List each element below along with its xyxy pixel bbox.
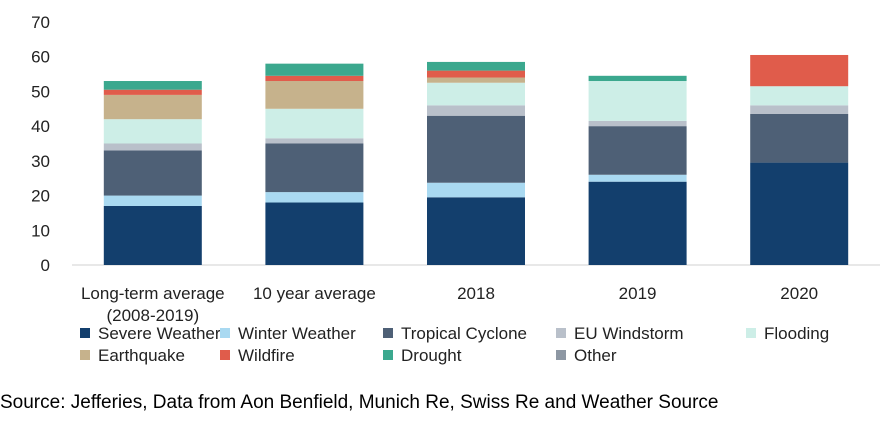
bar-segment-tropical-cyclone [265,143,364,193]
legend-swatch [80,350,90,360]
bar-segment-eu-windstorm [103,143,202,151]
legend-item-winter-weather: Winter Weather [220,324,356,344]
y-tick-label: 0 [41,256,50,275]
y-tick-label: 70 [31,13,50,32]
legend-item-flooding: Flooding [746,324,829,344]
legend-label: EU Windstorm [574,324,684,343]
legend-swatch [383,350,393,360]
x-category-label: 2020 [780,284,818,303]
legend-label: Severe Weather [98,324,221,343]
y-tick-label: 50 [31,82,50,101]
bar-segment-wildfire [427,70,525,78]
x-category-label: 10 year average [253,284,376,303]
bar-segment-tropical-cyclone [103,150,202,196]
legend-item-severe-weather: Severe Weather [80,324,221,344]
legend-label: Drought [401,346,462,365]
y-tick-label: 60 [31,48,50,67]
legend-swatch [220,328,230,338]
bar-segment-tropical-cyclone [750,113,849,163]
legend-swatch [80,328,90,338]
legend-swatch [220,350,230,360]
legend-swatch [383,328,393,338]
legend-label: Winter Weather [238,324,356,343]
x-category-label: 2019 [619,284,657,303]
legend-label: Other [574,346,617,365]
x-category-label: Long-term average (2008-2019) [81,284,225,325]
bar-segment-severe-weather [427,197,525,265]
legend-item-earthquake: Earthquake [80,346,185,366]
bar-segment-winter-weather [265,192,364,203]
bar-segment-winter-weather [427,182,525,198]
bar-segment-wildfire [103,89,202,95]
bar-segment-tropical-cyclone [427,115,525,183]
legend-item-drought: Drought [383,346,461,366]
legend-swatch [746,328,756,338]
legend-label: Tropical Cyclone [401,324,527,343]
legend-label: Earthquake [98,346,185,365]
bar-segment-flooding [427,82,525,106]
bar-segment-drought [427,61,525,71]
legend-item-eu-windstorm: EU Windstorm [556,324,684,344]
y-tick-label: 40 [31,117,50,136]
legend-label: Flooding [764,324,830,343]
bar-segment-drought [103,81,202,90]
bar-segment-drought [265,63,364,76]
legend-item-tropical-cyclone: Tropical Cyclone [383,324,527,344]
legend-item-wildfire: Wildfire [220,346,295,366]
bar-segment-severe-weather [750,162,849,265]
y-tick-label: 10 [31,221,50,240]
y-tick-label: 30 [31,152,50,171]
bar-segment-eu-windstorm [750,105,849,114]
stacked-bar-chart: 0 10 20 30 40 50 60 70 Long-term average (2008-20… [31,13,880,325]
bar-segment-tropical-cyclone [588,126,687,175]
bar-segment-flooding [103,119,202,144]
legend-item-other: Other [556,346,617,366]
bar-segment-flooding [265,108,364,139]
bar-segment-severe-weather [103,205,202,265]
bar-segment-drought [588,75,687,82]
bar-segment-earthquake [103,94,202,120]
bar-segment-earthquake [265,81,364,109]
bar-segment-winter-weather [588,174,687,182]
legend-swatch [556,350,566,360]
y-tick-label: 20 [31,187,50,206]
bar-segment-flooding [588,81,687,121]
source-note: Source: Jefferies, Data from Aon Benfiel… [0,392,719,413]
bar-segment-severe-weather [265,202,364,265]
bar-segment-flooding [750,86,849,106]
bar-segment-eu-windstorm [588,120,687,127]
legend-label: Wildfire [238,346,295,365]
bar-segment-wildfire [265,75,364,82]
bar-segment-eu-windstorm [265,138,364,144]
bar-segment-winter-weather [103,195,202,206]
bar-segment-earthquake [427,77,525,83]
bar-segment-eu-windstorm [427,105,525,116]
bar-segment-wildfire [750,54,849,87]
legend-swatch [556,328,566,338]
bar-segment-severe-weather [588,181,687,265]
x-category-label: 2018 [457,284,495,303]
